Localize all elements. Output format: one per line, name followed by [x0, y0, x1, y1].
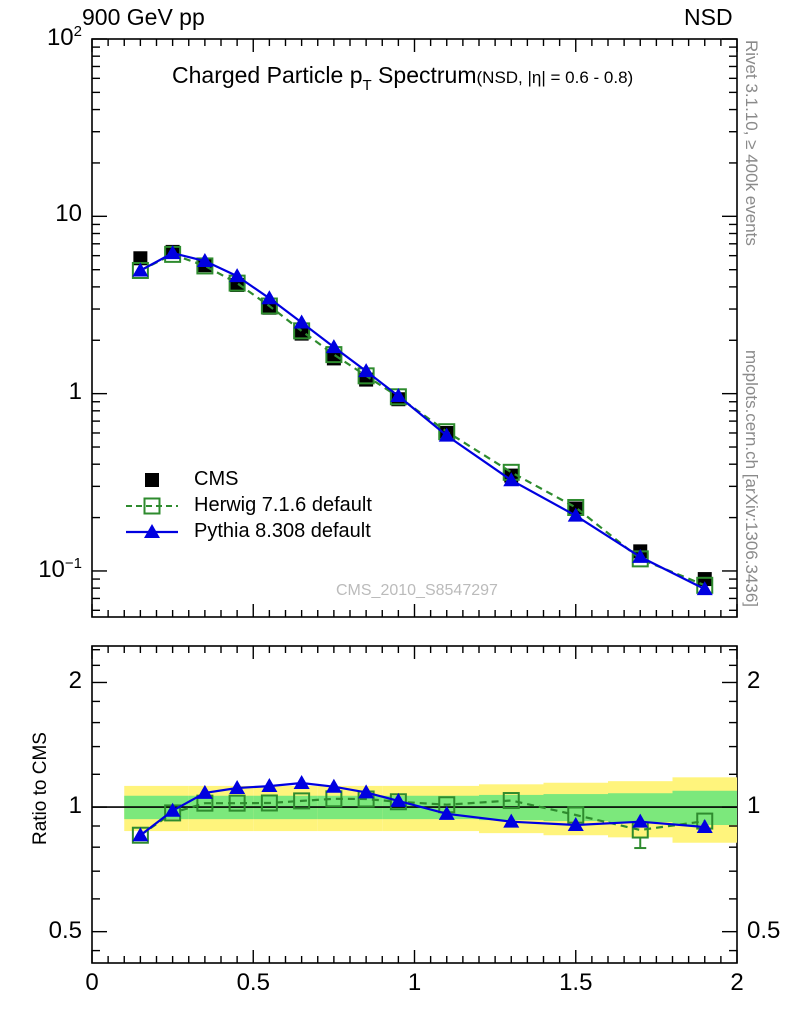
- series-line-herwig: [139, 253, 706, 587]
- x-tick-label: 0.5: [236, 969, 270, 996]
- plot-title-selection: (NSD, |η| = 0.6 - 0.8): [476, 68, 634, 87]
- legend-label-pythia: Pythia 8.308 default: [194, 520, 371, 542]
- data-point-pythia: [696, 581, 713, 596]
- data-point-pythia: [567, 507, 584, 522]
- ratio-point-herwig: [293, 792, 311, 810]
- analysis-watermark: CMS_2010_S8547297: [336, 582, 498, 599]
- ratio-point-pythia: [261, 778, 278, 793]
- header-left-label: 900 GeV pp: [82, 4, 205, 30]
- ratio-tick-label-left: 2: [68, 667, 82, 695]
- y-tick-label: 10: [55, 200, 82, 228]
- ratio-line-herwig: [139, 797, 705, 837]
- ratio-tick-label-left: 1: [68, 792, 82, 820]
- ratio-point-pythia: [696, 819, 713, 834]
- ratio-point-pythia: [567, 817, 584, 832]
- ratio-panel: [91, 645, 738, 964]
- data-point-pythia: [390, 387, 407, 402]
- ratio-point-pythia: [503, 813, 520, 828]
- data-point-pythia: [196, 252, 213, 267]
- ratio-point-pythia: [196, 784, 213, 799]
- ratio-point-pythia: [438, 805, 455, 820]
- y-tick-label: 1: [68, 377, 82, 405]
- legend-label-cms: CMS: [194, 468, 239, 490]
- plot-title-main2: Spectrum: [371, 62, 477, 88]
- ratio-point-herwig: [260, 794, 278, 812]
- header-right-label: NSD: [684, 4, 733, 30]
- plot-title-subscript: T: [362, 77, 372, 94]
- ratio-point-herwig: [228, 794, 246, 812]
- x-tick-label: 0: [85, 969, 99, 996]
- y-tick-label: 102: [46, 23, 82, 51]
- ratio-point-pythia: [325, 778, 342, 793]
- ratio-tick-label-right: 0.5: [747, 916, 781, 944]
- plot-title: Charged Particle pT Spectrum(NSD, |η| = …: [172, 62, 634, 94]
- x-tick-label: 1.5: [559, 969, 593, 996]
- data-point-pythia: [261, 290, 278, 305]
- ratio-point-pythia: [358, 784, 375, 799]
- data-point-cms: [294, 326, 309, 341]
- data-point-pythia: [229, 268, 246, 283]
- x-tick-label: 1: [407, 969, 422, 996]
- ratio-tick-label-left: 0.5: [48, 916, 82, 944]
- ratio-point-pythia: [390, 792, 407, 807]
- data-point-pythia: [503, 472, 520, 487]
- data-point-pythia: [293, 314, 310, 329]
- ratio-point-pythia: [293, 775, 310, 790]
- ratio-tick-label-right: 2: [747, 667, 761, 695]
- data-point-pythia: [325, 339, 342, 354]
- y-tick-label: 10−1: [38, 554, 82, 583]
- plot-title-main: Charged Particle p: [172, 62, 363, 88]
- main-panel: [91, 38, 738, 618]
- ratio-point-pythia: [132, 827, 149, 842]
- data-point-pythia: [132, 262, 149, 277]
- ratio-tick-label-right: 1: [747, 792, 761, 820]
- data-point-cms: [697, 572, 712, 587]
- ratio-point-pythia: [164, 802, 181, 817]
- ratio-point-pythia: [632, 813, 649, 828]
- legend-label-herwig: Herwig 7.1.6 default: [194, 494, 372, 516]
- ratio-line-pythia: [139, 781, 705, 837]
- ratio-point-herwig: [502, 792, 520, 810]
- data-point-pythia: [358, 363, 375, 378]
- data-point-pythia: [164, 245, 181, 260]
- x-tick-label: 2: [730, 969, 744, 996]
- ratio-point-pythia: [229, 779, 246, 794]
- data-point-cms: [133, 251, 148, 266]
- data-point-pythia: [632, 548, 649, 563]
- data-point-pythia: [438, 427, 455, 442]
